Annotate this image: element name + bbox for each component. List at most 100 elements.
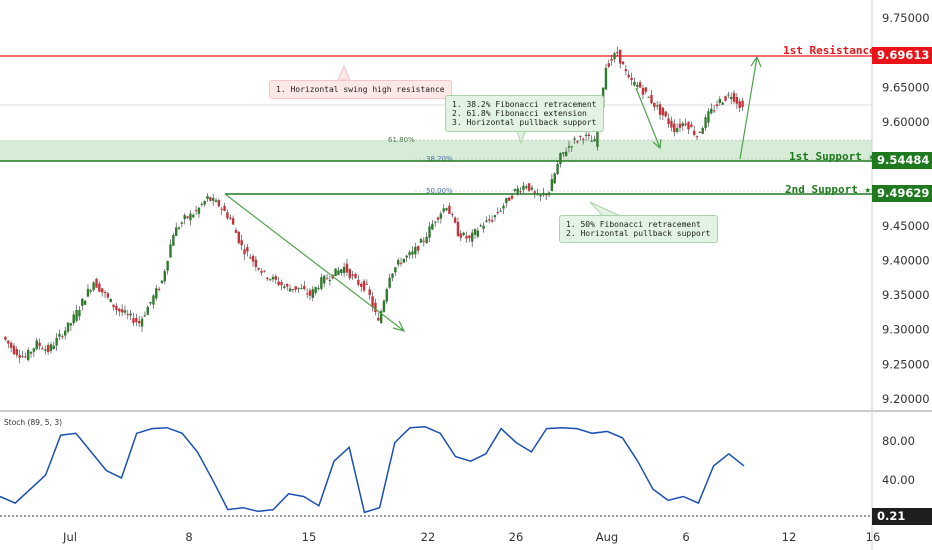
candle-body <box>496 211 500 213</box>
candle-body <box>49 344 53 352</box>
candle-body <box>479 225 482 227</box>
candle-body <box>169 244 172 258</box>
time-tick-label: 22 <box>421 530 436 544</box>
candle-body <box>320 277 323 289</box>
time-tick-label: 26 <box>509 530 524 544</box>
candle-body <box>277 281 280 286</box>
candle-body <box>681 123 685 127</box>
candle-body <box>573 138 576 140</box>
candle-body <box>712 110 716 112</box>
candle-body <box>83 300 87 305</box>
candle-body <box>143 315 147 317</box>
candle-body <box>92 282 95 291</box>
candle-body <box>55 337 58 346</box>
candle-body <box>21 356 24 358</box>
candle-body <box>220 208 223 210</box>
candle-body <box>391 273 394 278</box>
candle-body <box>271 276 275 280</box>
candle-body <box>408 252 411 256</box>
candle-body <box>567 146 571 148</box>
candle-body <box>425 236 428 244</box>
candle-body <box>118 308 121 312</box>
arrow-to-support1 <box>635 87 661 149</box>
candle-body <box>223 205 226 212</box>
candle-body <box>647 96 650 98</box>
resistance-note: 1. Horizontal swing high resistance <box>269 80 452 99</box>
candle-body <box>186 216 189 218</box>
price-tick-label: 9.40000 <box>882 253 930 267</box>
candle-body <box>419 239 423 243</box>
stoch-value-tag: 0.21 <box>872 508 932 525</box>
candle-body <box>707 111 710 123</box>
candle-body <box>75 309 78 321</box>
candle-body <box>377 317 380 321</box>
candle-body <box>103 292 107 294</box>
candle-body <box>721 102 724 105</box>
candle-body <box>667 118 670 124</box>
candle-body <box>24 356 27 358</box>
arrowhead-to-support1 <box>652 138 662 150</box>
time-tick-label: 15 <box>302 530 317 544</box>
candle-body <box>636 84 639 87</box>
candle-body <box>587 134 591 136</box>
candle-body <box>399 262 403 264</box>
candle-body <box>217 200 221 207</box>
candle-body <box>89 290 93 292</box>
price-tick-label: 9.25000 <box>882 357 930 371</box>
candle-body <box>123 310 127 313</box>
candle-body <box>476 230 480 237</box>
candle-body <box>732 92 736 102</box>
fib-382-label: 38.20% <box>426 155 453 163</box>
candle-body <box>328 280 332 282</box>
time-tick-label: Jul <box>62 530 77 544</box>
candle-body <box>257 267 260 270</box>
candle-body <box>499 210 502 212</box>
candle-body <box>641 87 645 95</box>
candle-body <box>305 293 309 295</box>
candle-body <box>411 251 414 255</box>
candle-body <box>234 229 238 233</box>
candle-body <box>206 196 209 199</box>
candle-body <box>562 152 565 154</box>
candle-body <box>553 173 556 184</box>
candle-body <box>684 123 687 125</box>
support-zone <box>0 140 872 161</box>
candle-body <box>741 100 744 108</box>
candle-body <box>172 235 175 246</box>
candle-body <box>303 286 306 290</box>
candle-body <box>510 195 514 199</box>
candle-body <box>109 298 112 303</box>
candle-body <box>724 96 727 101</box>
arrowhead-to-resistance1 <box>750 55 762 68</box>
price-tick-label: 9.75000 <box>882 11 930 25</box>
price-tick-label: 9.60000 <box>882 115 930 129</box>
candle-body <box>166 260 169 271</box>
candle-body <box>394 267 397 273</box>
candle-body <box>209 197 212 201</box>
candle-body <box>334 268 337 277</box>
stoch-title: Stoch (89, 5, 3) <box>4 418 63 427</box>
candle-body <box>462 232 465 236</box>
candle-body <box>470 232 474 242</box>
candle-body <box>576 141 579 143</box>
candle-body <box>488 219 491 221</box>
resistance1-label: 1st Resistance ★ <box>783 44 889 57</box>
candle-body <box>658 104 662 115</box>
price-tick-label: 9.30000 <box>882 323 930 337</box>
candle-body <box>396 260 400 265</box>
candle-body <box>12 345 16 355</box>
candle-body <box>633 81 636 86</box>
stoch-tick-40: 40.00 <box>882 473 915 487</box>
candle-body <box>516 188 519 193</box>
candle-body <box>718 98 722 103</box>
candle-body <box>431 223 434 230</box>
candle-body <box>163 271 167 282</box>
candle-body <box>15 349 19 356</box>
candle-body <box>388 277 391 288</box>
candle-body <box>533 191 537 193</box>
candle-body <box>613 53 616 60</box>
candle-body <box>547 192 551 196</box>
candle-body <box>237 231 241 244</box>
candle-body <box>513 189 517 191</box>
candle-body <box>357 279 360 285</box>
